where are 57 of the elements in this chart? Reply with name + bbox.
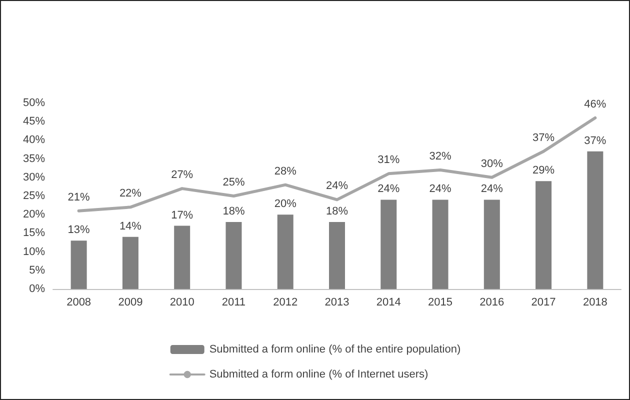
bar bbox=[380, 200, 397, 289]
x-tick-label: 2015 bbox=[428, 296, 453, 308]
data-label: 14% bbox=[119, 220, 142, 232]
data-label: 37% bbox=[584, 134, 606, 147]
bar bbox=[226, 222, 242, 289]
y-tick-label: 5% bbox=[29, 264, 46, 276]
data-label: 20% bbox=[274, 198, 297, 210]
data-label: 13% bbox=[68, 224, 90, 236]
data-label: 32% bbox=[429, 150, 452, 162]
bar bbox=[536, 181, 552, 289]
y-tick-label: 20% bbox=[22, 208, 46, 221]
data-label: 30% bbox=[480, 158, 504, 170]
data-label: 27% bbox=[171, 169, 194, 182]
data-label: 28% bbox=[274, 165, 297, 178]
data-label: 21% bbox=[68, 191, 90, 204]
x-tick-label: 2018 bbox=[582, 296, 608, 308]
bar bbox=[329, 222, 345, 289]
y-tick-label: 30% bbox=[22, 171, 46, 184]
data-label: 22% bbox=[119, 188, 142, 200]
x-tick-label: 2011 bbox=[222, 296, 246, 308]
data-label: 17% bbox=[171, 209, 194, 222]
x-tick-label: 2009 bbox=[118, 296, 143, 308]
y-tick-label: 50% bbox=[22, 97, 46, 109]
x-tick-label: 2016 bbox=[480, 296, 504, 308]
data-label: 18% bbox=[326, 206, 348, 218]
bar bbox=[277, 214, 294, 289]
y-tick-label: 0% bbox=[29, 283, 46, 295]
data-label: 31% bbox=[378, 154, 400, 166]
y-tick-label: 25% bbox=[22, 190, 46, 202]
data-label: 25% bbox=[222, 176, 245, 188]
bar bbox=[587, 151, 604, 289]
data-label: 37% bbox=[532, 132, 555, 144]
y-tick-label: 15% bbox=[22, 227, 46, 240]
x-tick-label: 2014 bbox=[376, 296, 401, 308]
y-tick-label: 45% bbox=[22, 116, 46, 128]
bar bbox=[484, 200, 500, 289]
x-tick-label: 2017 bbox=[531, 296, 556, 308]
bar bbox=[174, 226, 190, 289]
legend-label: Submitted a form online (% of the entire population) bbox=[209, 344, 461, 356]
bar bbox=[122, 236, 138, 289]
bar bbox=[70, 240, 87, 289]
x-tick-label: 2012 bbox=[273, 296, 298, 308]
y-tick-label: 40% bbox=[22, 134, 46, 146]
data-label: 24% bbox=[378, 183, 400, 196]
x-tick-label: 2008 bbox=[66, 296, 92, 308]
y-tick-label: 10% bbox=[22, 246, 46, 258]
data-label: 24% bbox=[480, 183, 504, 196]
y-tick-label: 35% bbox=[22, 152, 46, 165]
data-label: 46% bbox=[584, 98, 606, 110]
bar bbox=[432, 200, 448, 289]
x-tick-label: 2013 bbox=[324, 296, 350, 308]
data-label: 24% bbox=[429, 183, 452, 196]
data-label: 18% bbox=[222, 206, 245, 218]
x-tick-label: 2010 bbox=[170, 296, 194, 308]
data-label: 24% bbox=[326, 180, 348, 192]
legend-label: Submitted a form online (% of Internet users) bbox=[209, 368, 428, 380]
data-label: 29% bbox=[532, 164, 555, 177]
